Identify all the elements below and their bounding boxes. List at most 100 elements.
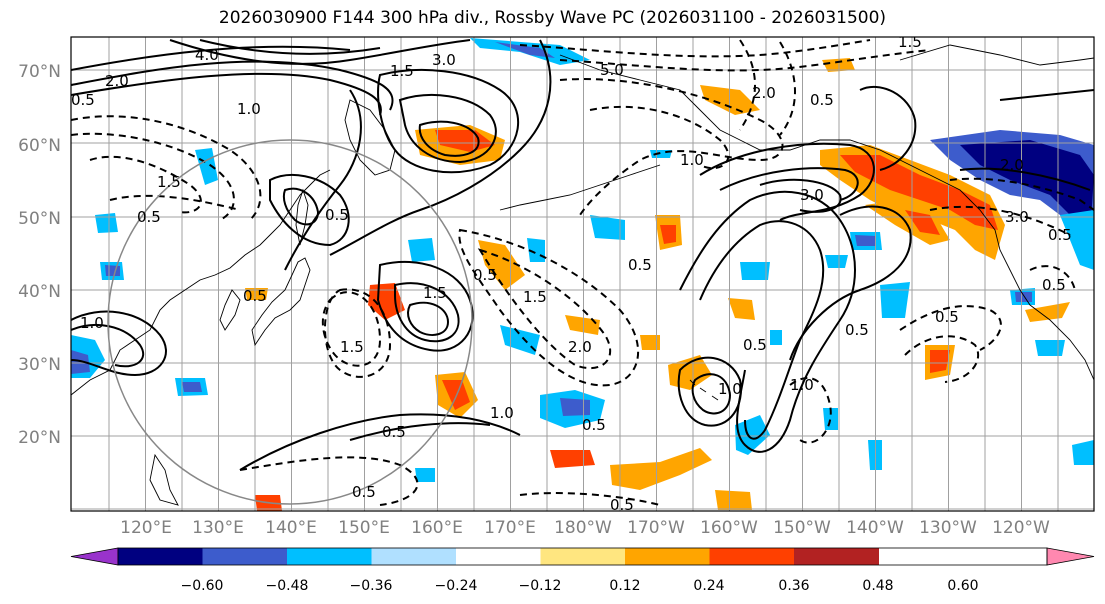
coastlines: [71, 44, 1094, 506]
colorbar-frame: [117, 547, 1048, 566]
contour-line: [418, 120, 480, 157]
rossby-circle: [107, 139, 473, 505]
contour-label: 1.0: [680, 151, 704, 169]
pos-div-patch: [865, 200, 950, 245]
contour-label: 0.5: [610, 496, 634, 514]
contour-label: 1.0: [80, 314, 104, 332]
contour-line: [284, 89, 362, 271]
contour-line: [904, 335, 980, 383]
contour-label: 3.0: [432, 51, 456, 69]
lat-label: 70°N: [18, 62, 61, 82]
graticule: [71, 37, 1094, 511]
colorbar-segment: [118, 548, 203, 565]
contour-label: 5.0: [600, 61, 624, 79]
contour-label: 0.5: [71, 91, 95, 109]
contour-line: [398, 94, 497, 164]
philippines-coastline: [149, 453, 179, 506]
colorbar-tick-label: 0.60: [947, 578, 978, 594]
korea-coastline: [219, 289, 241, 331]
pos-div-patch: [435, 130, 495, 152]
colorbar-tick-label: 0.36: [778, 578, 809, 594]
colorbar-tick-label: −0.36: [350, 578, 393, 594]
negative-contours: [71, 39, 1094, 506]
contour-line: [376, 260, 474, 352]
contour-line: [458, 228, 639, 387]
colorbar-extend-left: [70, 547, 119, 566]
arctic-coastline: [899, 44, 1094, 66]
contour-label: 0.5: [845, 321, 869, 339]
contour-line: [239, 413, 521, 471]
pos-div-patch: [610, 448, 712, 490]
contour-label: 0.5: [628, 256, 652, 274]
contour-line: [719, 167, 859, 201]
colorbar-tick-label: −0.48: [266, 578, 309, 594]
lon-label: 130°W: [919, 518, 977, 538]
lon-label: 160°E: [411, 518, 463, 538]
neg-div-patch: [960, 140, 1094, 235]
lon-label: 130°E: [192, 518, 244, 538]
neg-div-patch: [408, 238, 435, 262]
colorbar-segment: [625, 548, 710, 565]
lat-label: 50°N: [18, 209, 61, 229]
contour-line: [789, 205, 912, 361]
contour-line: [71, 72, 382, 116]
colorbar-segment: [287, 548, 372, 565]
contour-line: [324, 288, 392, 378]
contour-label: 1.0: [790, 376, 814, 394]
lon-label: 160°W: [700, 518, 758, 538]
pos-div-patch: [930, 350, 950, 373]
contour-line: [691, 373, 732, 415]
pos-div-patch: [245, 288, 268, 300]
contour-line: [859, 85, 917, 171]
lon-label: 150°E: [338, 518, 390, 538]
lat-label: 60°N: [18, 136, 61, 156]
colorbar-ticks: −0.60 −0.48 −0.36 −0.24 −0.12 0.12 0.24 …: [181, 578, 979, 594]
neg-div-patch: [182, 382, 202, 392]
neg-div-patch: [823, 408, 838, 430]
lon-label: 170°E: [484, 518, 536, 538]
contour-line: [949, 177, 1094, 211]
lon-label: 150°W: [773, 518, 831, 538]
neg-div-patch: [770, 330, 782, 345]
pos-div-patch: [550, 450, 595, 468]
neg-div-patch: [1015, 292, 1032, 302]
colorbar: [70, 547, 1095, 566]
colorbar-segment: [371, 548, 457, 565]
contour-label: 1.5: [340, 338, 364, 356]
pos-div-patch: [715, 490, 752, 510]
contour-label: 0.5: [935, 308, 959, 326]
lon-label: 170°W: [627, 518, 685, 538]
contour-line: [699, 142, 875, 221]
contour-label: 0.5: [325, 206, 349, 224]
pos-div-patch: [905, 210, 940, 235]
contour-label: 1.0: [237, 100, 261, 118]
neg-div-patch: [825, 255, 848, 268]
plot-area: [71, 37, 1094, 511]
contour-line: [169, 39, 471, 65]
contour-line: [999, 89, 1094, 101]
contour-line: [377, 69, 519, 174]
contour-line: [477, 248, 612, 370]
contour-line: [321, 291, 382, 367]
neg-div-patch: [1060, 210, 1094, 270]
neg-div-patch: [560, 398, 590, 416]
neg-div-patch: [105, 265, 120, 276]
neg-div-patch: [1035, 340, 1065, 356]
contour-label: 1.0: [490, 404, 514, 422]
contour-line: [71, 132, 235, 221]
contour-line: [394, 282, 460, 343]
pos-div-patch: [840, 155, 998, 230]
contour-line: [109, 194, 241, 211]
contour-label: 1.5: [423, 284, 447, 302]
neg-div-patch: [590, 215, 625, 240]
lon-label: 140°E: [265, 518, 317, 538]
colorbar-tick-label: −0.24: [435, 578, 478, 594]
neg-div-patch: [1072, 440, 1094, 465]
latitude-axis: 70°N 60°N 50°N 40°N 30°N 20°N: [18, 62, 61, 448]
neg-div-patch: [95, 213, 118, 233]
contour-line: [282, 187, 320, 226]
neg-div-patch: [880, 282, 910, 318]
contour-line: [699, 220, 825, 440]
contour-line: [779, 41, 796, 136]
